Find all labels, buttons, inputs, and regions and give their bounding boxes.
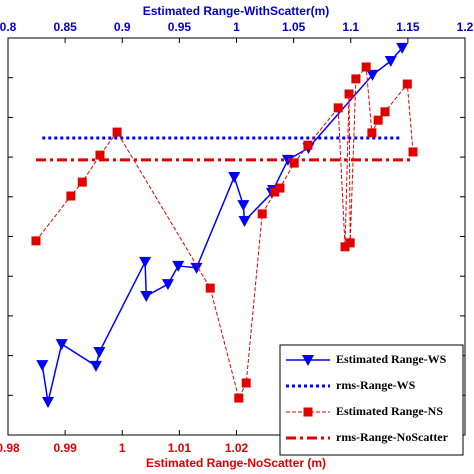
- legend-label: rms-Range-WS: [336, 378, 416, 392]
- marker: [366, 69, 379, 81]
- marker: [345, 238, 355, 248]
- marker: [281, 154, 294, 166]
- marker: [228, 171, 241, 183]
- marker: [257, 209, 267, 219]
- x2-tick-label: 0.85: [53, 20, 77, 34]
- x2-tick-label: 1.05: [282, 20, 306, 34]
- marker: [89, 360, 102, 372]
- marker: [238, 216, 251, 228]
- marker: [384, 56, 397, 68]
- marker: [380, 107, 390, 117]
- x-tick-label: 0.99: [53, 441, 77, 455]
- marker: [408, 147, 418, 157]
- marker: [275, 183, 285, 193]
- legend-label: Estimated Range-WS: [336, 352, 447, 366]
- marker: [41, 397, 54, 409]
- marker: [93, 347, 106, 359]
- marker: [396, 42, 409, 54]
- x2-tick-label: 0.8: [0, 20, 17, 34]
- marker: [161, 279, 174, 291]
- marker: [340, 242, 350, 252]
- x-tick-label: 1.02: [225, 441, 249, 455]
- marker: [402, 79, 412, 89]
- marker: [361, 62, 371, 72]
- marker: [172, 260, 185, 272]
- marker: [66, 191, 76, 201]
- marker: [95, 150, 105, 160]
- legend-label: rms-Range-NoScatter: [336, 430, 449, 444]
- marker: [373, 115, 383, 125]
- marker: [31, 236, 41, 246]
- marker: [139, 256, 152, 268]
- marker: [112, 127, 122, 137]
- marker: [241, 378, 251, 388]
- marker: [289, 158, 299, 168]
- marker: [270, 187, 280, 197]
- marker: [367, 128, 377, 138]
- x-tick-label: 0.98: [0, 441, 20, 455]
- legend-marker: [303, 407, 313, 417]
- x2-tick-label: 1.2: [457, 20, 474, 34]
- x2-tick-label: 1.1: [342, 20, 359, 34]
- x-tick-label: 1.01: [168, 441, 192, 455]
- x-tick-label: 1: [119, 441, 126, 455]
- marker: [303, 140, 313, 150]
- x2-tick-label: 0.95: [168, 20, 192, 34]
- bottom-axis-title: Estimated Range-NoScatter (m): [146, 456, 326, 470]
- top-axis-title: Estimated Range-WithScatter(m): [143, 4, 330, 18]
- marker: [333, 103, 343, 113]
- marker: [140, 291, 153, 303]
- legend-label: Estimated Range-NS: [336, 404, 443, 418]
- marker: [36, 360, 49, 372]
- marker: [190, 262, 203, 274]
- marker: [237, 200, 250, 212]
- legend-marker: [302, 355, 314, 366]
- x2-tick-label: 1.15: [396, 20, 420, 34]
- x2-tick-label: 0.9: [114, 20, 131, 34]
- marker: [205, 283, 215, 293]
- marker: [77, 177, 87, 187]
- x2-tick-label: 1: [233, 20, 240, 34]
- marker: [55, 339, 68, 351]
- marker: [234, 393, 244, 403]
- marker: [344, 89, 354, 99]
- marker: [351, 74, 361, 84]
